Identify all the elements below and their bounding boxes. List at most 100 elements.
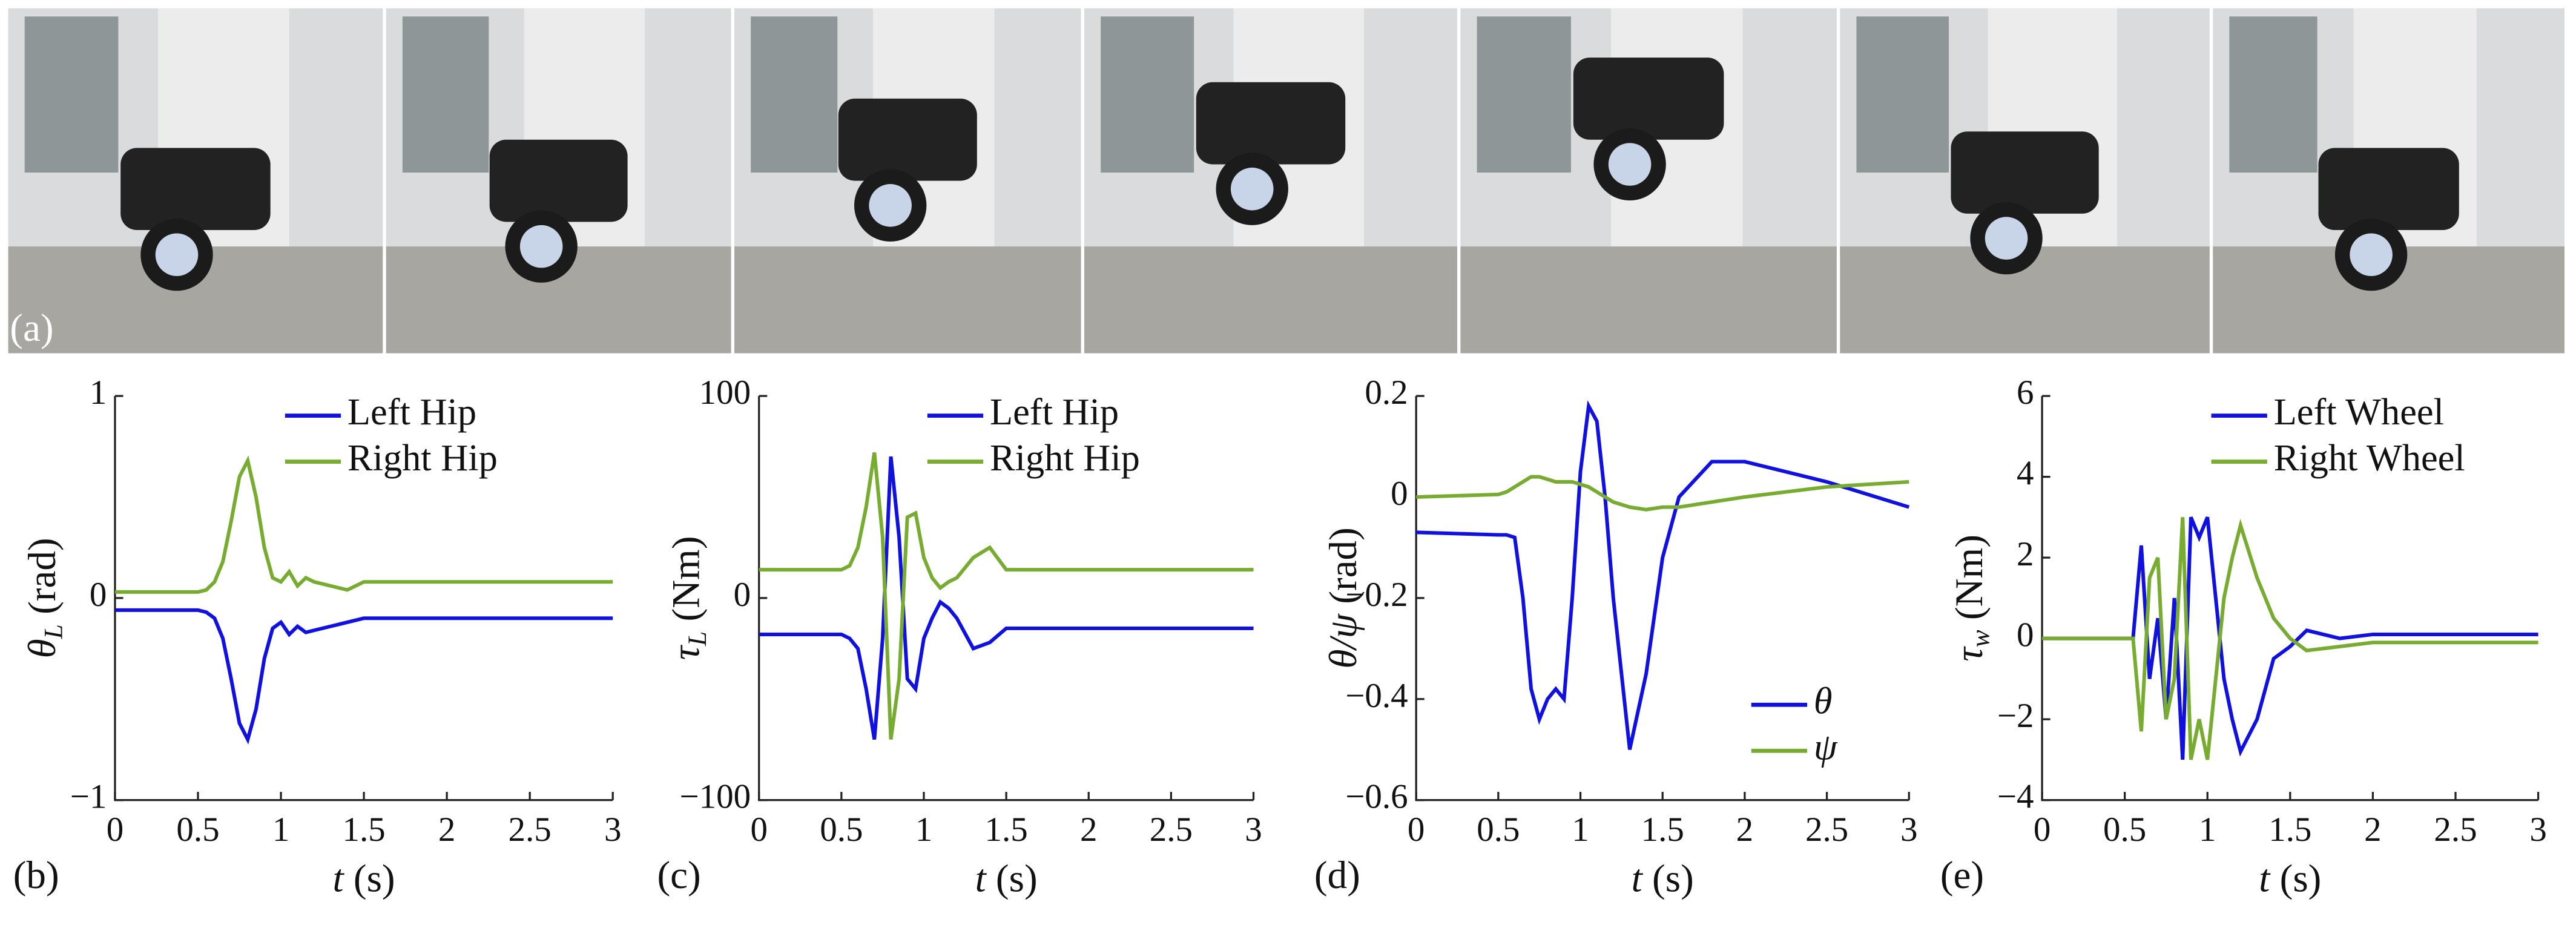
legend-label: ψ (1814, 726, 1838, 768)
series-line (2042, 516, 2538, 760)
photo-floor (734, 246, 1081, 354)
x-tick-label: 2.5 (2434, 811, 2477, 849)
x-label-symbol: t (1632, 857, 1644, 900)
series-line (1416, 400, 1910, 750)
y-label-sub: w (1966, 630, 1995, 647)
legend-label: Left Hip (348, 391, 476, 433)
y-label-symbol: θ/ψ (1322, 613, 1365, 668)
y-tick-label: 4 (2017, 455, 2034, 493)
photo-window (1101, 16, 1194, 173)
panel-label: (b) (13, 854, 59, 897)
x-tick-label: 3 (1245, 811, 1262, 849)
y-axis-label: θ/ψ (rad) (1322, 527, 1365, 668)
x-tick-label: 1.5 (2268, 811, 2311, 849)
y-label-symbol: τ (1948, 646, 1991, 662)
series-line (759, 456, 1254, 740)
y-tick-label: 0 (2017, 616, 2034, 654)
robot-body (1573, 58, 1724, 140)
y-axis-label: τw (Nm) (1948, 535, 1995, 662)
x-tick-label: 0 (750, 811, 767, 849)
robot-body (120, 148, 271, 231)
photo-floor (1460, 246, 1837, 354)
y-tick-label: −0.4 (1345, 677, 1408, 715)
series-line (759, 452, 1254, 740)
x-label-unit: (s) (344, 857, 395, 900)
x-axis-label: t (s) (2259, 857, 2321, 900)
y-label-symbol: θ (21, 639, 64, 658)
photo-frame (1460, 8, 1837, 354)
series-line (114, 608, 613, 745)
x-tick-label: 1 (915, 811, 932, 849)
x-axis-label: t (s) (1632, 857, 1694, 900)
photo-frame (8, 8, 383, 354)
y-tick-label: 1 (90, 374, 107, 412)
robot-hub (519, 225, 563, 268)
y-tick-label: 0 (1391, 475, 1408, 513)
legend-label: Right Hip (348, 437, 498, 479)
photo-window (2229, 16, 2317, 173)
y-label-sub: L (39, 624, 68, 639)
x-label-symbol: t (975, 857, 987, 900)
y-tick-label: −4 (1997, 778, 2034, 816)
robot-hub (155, 233, 199, 277)
y-tick-label: 2 (2017, 535, 2034, 573)
x-label-unit: (s) (1642, 857, 1694, 900)
series-line (1416, 475, 1909, 512)
series-line (114, 455, 613, 594)
robot-body (2318, 148, 2459, 231)
x-tick-label: 1 (2199, 811, 2216, 849)
x-label-unit: (s) (986, 857, 1038, 900)
robot-hub (1608, 143, 1652, 186)
x-tick-label: 2 (438, 811, 455, 849)
y-label-unit: (Nm) (665, 536, 708, 631)
y-label-unit: (rad) (21, 538, 64, 624)
x-axis-label: t (s) (333, 857, 395, 900)
y-tick-label: −0.6 (1345, 778, 1408, 816)
legend-label: Right Hip (990, 437, 1140, 479)
y-tick-label: 0 (90, 576, 107, 614)
y-label-symbol: τ (665, 644, 708, 660)
x-tick-label: 2.5 (509, 811, 552, 849)
panel-label: (c) (657, 854, 700, 897)
robot-body (489, 139, 628, 222)
series-line (2042, 517, 2538, 760)
legend-label: Left Wheel (2274, 391, 2444, 433)
photo-window (1477, 16, 1571, 173)
panel-label: (a) (10, 306, 53, 350)
panel-label: (d) (1314, 854, 1360, 897)
photo-frame (1840, 8, 2210, 354)
y-tick-label: −2 (1997, 697, 2034, 735)
y-tick-label: 0.2 (1365, 374, 1408, 412)
x-tick-label: 0.5 (176, 811, 219, 849)
x-axis-label: t (s) (975, 857, 1038, 900)
robot-body (838, 98, 977, 181)
x-tick-label: 3 (2529, 811, 2546, 849)
y-label-unit: (Nm) (1948, 535, 1991, 630)
legend-label: Right Wheel (2274, 437, 2465, 479)
chart: −0.6 −0.4 −0.2 0 0.2 0 0.5 1 1.5 2 2.5 3 (d) t (s) θ/ψ… (1314, 374, 1918, 900)
x-tick-label: 0 (1408, 811, 1425, 849)
x-label-symbol: t (333, 857, 345, 900)
panel-label: (e) (1940, 854, 1984, 897)
x-tick-label: 3 (604, 811, 621, 849)
x-tick-label: 0.5 (820, 811, 863, 849)
robot-hub (1230, 167, 1274, 211)
y-label-sub: L (683, 631, 712, 647)
photo-window (24, 16, 119, 173)
legend-label: Left Hip (990, 391, 1119, 433)
x-tick-label: 2.5 (1805, 811, 1848, 849)
x-tick-label: 1.5 (342, 811, 385, 849)
x-tick-label: 3 (1900, 811, 1917, 849)
photo-frame (386, 8, 731, 354)
x-tick-label: 2 (1736, 811, 1753, 849)
y-tick-label: 100 (699, 374, 751, 412)
robot-hub (869, 184, 912, 227)
y-label-unit: (rad) (1322, 527, 1365, 614)
robot-body (1196, 82, 1346, 165)
y-tick-label: −1 (70, 778, 107, 816)
y-tick-label: −100 (680, 778, 751, 816)
